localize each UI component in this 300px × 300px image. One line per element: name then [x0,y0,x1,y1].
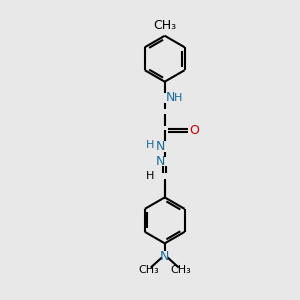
Text: N: N [166,92,176,104]
Text: H: H [146,171,154,181]
Text: O: O [190,124,200,137]
Text: H: H [174,93,182,103]
Text: H: H [146,140,154,150]
Text: N: N [156,140,165,153]
Text: N: N [160,250,169,263]
Text: CH₃: CH₃ [170,265,191,275]
Text: CH₃: CH₃ [153,19,176,32]
Text: N: N [156,155,165,168]
Text: CH₃: CH₃ [138,265,159,275]
